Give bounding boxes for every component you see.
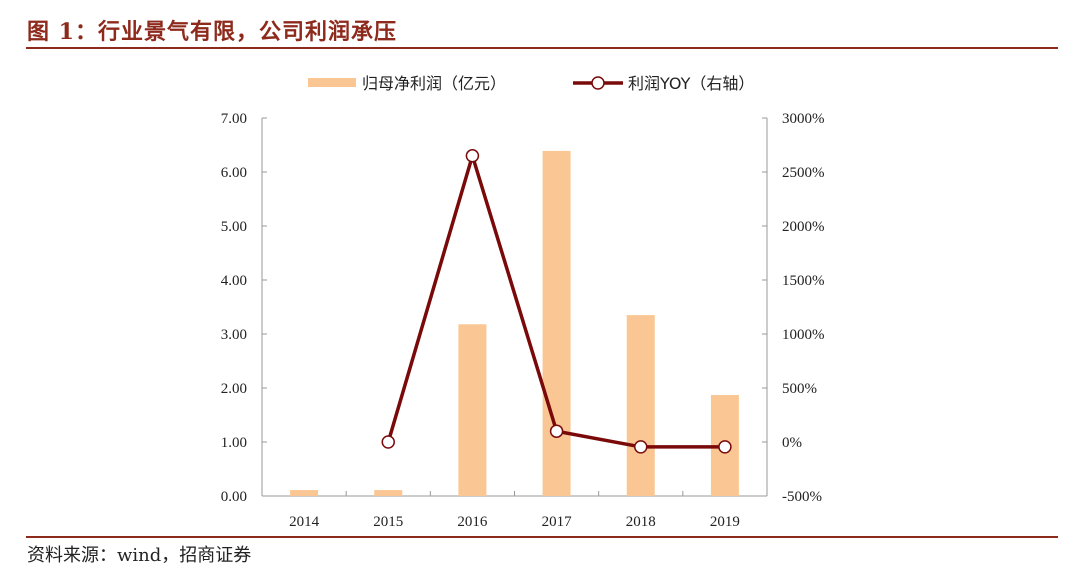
left-tick-label: 2.00 (221, 381, 247, 397)
right-tick-label: -500% (782, 489, 822, 505)
right-tick-label: 1000% (782, 327, 825, 343)
source-note: 资料来源：wind，招商证券 (27, 545, 252, 566)
bar (290, 490, 319, 496)
x-tick-label: 2014 (289, 514, 320, 530)
legend-line-marker (591, 76, 605, 90)
bar (374, 490, 403, 496)
bar (626, 315, 655, 496)
left-tick-label: 0.00 (221, 489, 247, 505)
x-tick-label: 2018 (626, 514, 656, 530)
yoy-point (465, 149, 480, 163)
yoy-point (549, 424, 564, 438)
yoy-point (634, 440, 648, 454)
right-tick-label: 0% (782, 435, 802, 451)
figure-title: 图 1：行业景气有限，公司利润承压 (27, 19, 397, 45)
footer-rule (26, 536, 1058, 538)
left-tick-label: 3.00 (221, 327, 247, 343)
right-tick-label: 3000% (782, 111, 825, 127)
x-tick-label: 2019 (710, 514, 740, 530)
legend-line-label: 利润YOY（右轴） (628, 74, 754, 93)
legend-bar-swatch (308, 78, 356, 87)
right-tick-label: 500% (782, 381, 817, 397)
left-tick-label: 4.00 (221, 273, 247, 289)
legend-bar-label: 归母净利润（亿元） (362, 74, 506, 93)
x-tick-label: 2017 (542, 514, 573, 530)
bar (542, 150, 571, 496)
left-tick-label: 6.00 (221, 165, 247, 181)
x-tick-label: 2016 (457, 514, 488, 530)
right-tick-label: 1500% (782, 273, 825, 289)
right-tick-label: 2000% (782, 219, 825, 235)
yoy-point (381, 435, 395, 449)
title-rule (26, 47, 1058, 49)
yoy-point (718, 440, 732, 454)
bar (458, 324, 487, 496)
right-tick-label: 2500% (782, 165, 825, 181)
x-tick-label: 2015 (373, 514, 403, 530)
left-tick-label: 1.00 (221, 435, 247, 451)
left-tick-label: 5.00 (221, 219, 247, 235)
left-tick-label: 7.00 (221, 111, 247, 127)
